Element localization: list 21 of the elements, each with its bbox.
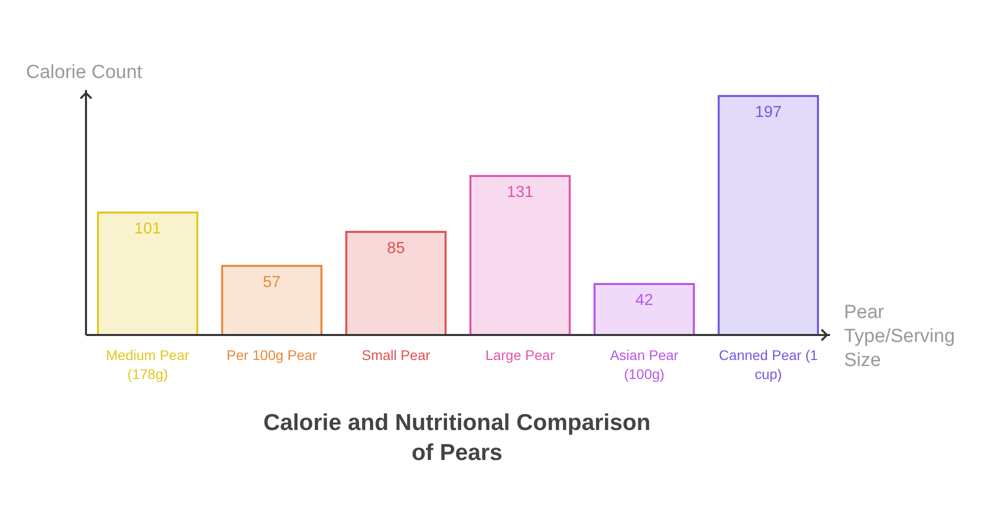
- x-axis-title: Pear Type/Serving Size: [844, 302, 955, 371]
- text: Calorie and Nutritional Comparison of Pears: [263, 409, 651, 465]
- x-tick-label: Asian Pear (100g): [610, 347, 679, 382]
- data-label: 197: [754, 104, 782, 121]
- y-axis-title: Calorie Count: [26, 62, 143, 83]
- x-tick-label: Per 100g Pear: [226, 347, 318, 363]
- data-label: 85: [387, 240, 405, 257]
- data-label: 57: [262, 274, 281, 291]
- bar: [97, 211, 198, 336]
- x-tick-label: Large Pear: [485, 347, 556, 363]
- x-tick-label: Small Pear: [362, 347, 431, 363]
- data-label: 101: [134, 220, 162, 238]
- bar: [221, 264, 322, 336]
- x-tick-label: Canned Pear (1 cup): [718, 347, 818, 382]
- x-tick-label: Medium Pear (178g): [106, 347, 190, 382]
- bar: [594, 283, 695, 336]
- bar: [345, 230, 447, 336]
- bar: [718, 94, 819, 336]
- data-label: 42: [635, 292, 654, 310]
- bar: [469, 175, 571, 336]
- data-label: 131: [506, 184, 534, 202]
